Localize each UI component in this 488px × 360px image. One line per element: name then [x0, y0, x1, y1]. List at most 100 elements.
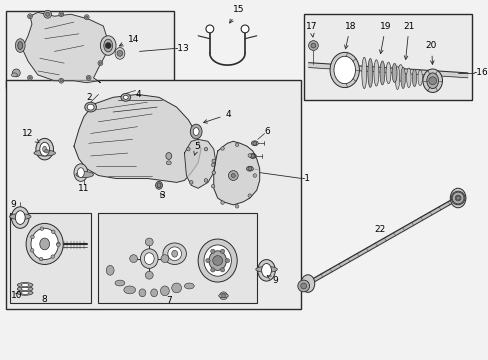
- Circle shape: [221, 147, 224, 150]
- Bar: [5, 80, 300, 310]
- Circle shape: [205, 25, 213, 33]
- Ellipse shape: [301, 275, 314, 292]
- Ellipse shape: [11, 73, 17, 77]
- Ellipse shape: [84, 102, 96, 112]
- Circle shape: [12, 69, 20, 77]
- Circle shape: [247, 167, 251, 171]
- Ellipse shape: [397, 64, 402, 81]
- Text: 18: 18: [344, 22, 355, 49]
- Circle shape: [211, 184, 214, 188]
- Ellipse shape: [261, 264, 271, 277]
- Ellipse shape: [333, 56, 355, 84]
- Ellipse shape: [426, 73, 438, 89]
- Circle shape: [85, 16, 88, 18]
- Polygon shape: [184, 139, 215, 188]
- Ellipse shape: [11, 207, 29, 228]
- Ellipse shape: [160, 286, 169, 296]
- Text: 21: 21: [403, 22, 414, 59]
- Ellipse shape: [87, 104, 94, 110]
- Ellipse shape: [40, 238, 49, 250]
- Ellipse shape: [21, 284, 29, 287]
- Circle shape: [250, 154, 254, 158]
- Circle shape: [30, 248, 34, 252]
- Ellipse shape: [77, 168, 84, 177]
- Circle shape: [31, 235, 34, 239]
- Circle shape: [450, 191, 464, 205]
- Circle shape: [297, 280, 309, 292]
- Bar: [5, 11, 173, 87]
- Ellipse shape: [394, 66, 399, 90]
- Circle shape: [57, 242, 60, 246]
- Ellipse shape: [166, 161, 171, 165]
- Circle shape: [60, 13, 62, 15]
- Ellipse shape: [155, 181, 162, 189]
- Text: 2: 2: [86, 93, 92, 102]
- Ellipse shape: [34, 150, 55, 156]
- Ellipse shape: [21, 291, 29, 294]
- Text: -1: -1: [301, 174, 310, 183]
- Ellipse shape: [193, 128, 199, 135]
- Circle shape: [210, 268, 215, 272]
- Circle shape: [87, 77, 90, 79]
- Circle shape: [145, 271, 153, 279]
- Ellipse shape: [208, 251, 226, 270]
- Circle shape: [212, 159, 215, 163]
- Polygon shape: [213, 141, 259, 205]
- Polygon shape: [74, 94, 201, 183]
- Ellipse shape: [9, 213, 31, 220]
- Ellipse shape: [190, 124, 202, 139]
- Ellipse shape: [17, 291, 33, 295]
- Ellipse shape: [123, 286, 135, 294]
- Ellipse shape: [373, 60, 378, 86]
- Ellipse shape: [157, 183, 161, 188]
- Ellipse shape: [103, 39, 112, 52]
- Polygon shape: [302, 197, 458, 288]
- Circle shape: [117, 50, 122, 56]
- Circle shape: [27, 75, 32, 80]
- Text: 17: 17: [305, 22, 317, 37]
- Ellipse shape: [198, 239, 237, 282]
- Circle shape: [220, 268, 224, 272]
- Circle shape: [86, 75, 91, 80]
- Circle shape: [51, 230, 55, 234]
- Ellipse shape: [367, 58, 372, 87]
- Ellipse shape: [139, 289, 145, 297]
- Ellipse shape: [74, 164, 87, 181]
- Circle shape: [59, 78, 63, 83]
- Text: 14: 14: [119, 35, 139, 46]
- Ellipse shape: [257, 260, 275, 281]
- Text: 3: 3: [159, 191, 164, 200]
- Ellipse shape: [144, 253, 154, 265]
- Ellipse shape: [411, 69, 416, 87]
- Circle shape: [51, 255, 54, 258]
- Ellipse shape: [361, 57, 366, 89]
- Ellipse shape: [251, 141, 258, 146]
- Polygon shape: [22, 12, 108, 83]
- Ellipse shape: [36, 138, 53, 160]
- Ellipse shape: [218, 294, 228, 298]
- Ellipse shape: [165, 153, 171, 159]
- Circle shape: [252, 141, 256, 145]
- Bar: [98, 213, 256, 303]
- Circle shape: [129, 255, 137, 262]
- Circle shape: [204, 147, 207, 151]
- Circle shape: [189, 181, 193, 184]
- Polygon shape: [308, 63, 467, 78]
- Circle shape: [241, 25, 248, 33]
- Text: 7: 7: [165, 296, 171, 305]
- Circle shape: [204, 179, 207, 182]
- Ellipse shape: [140, 249, 158, 269]
- Circle shape: [219, 292, 227, 300]
- Text: 4: 4: [203, 110, 231, 123]
- Circle shape: [44, 149, 48, 153]
- Circle shape: [235, 204, 238, 208]
- Ellipse shape: [171, 250, 177, 257]
- Text: 12: 12: [22, 130, 39, 143]
- Ellipse shape: [386, 62, 390, 84]
- Text: 9: 9: [266, 275, 278, 285]
- Ellipse shape: [400, 67, 405, 89]
- Circle shape: [247, 154, 251, 157]
- Circle shape: [225, 258, 229, 263]
- Text: 10: 10: [10, 291, 22, 300]
- Circle shape: [45, 12, 49, 16]
